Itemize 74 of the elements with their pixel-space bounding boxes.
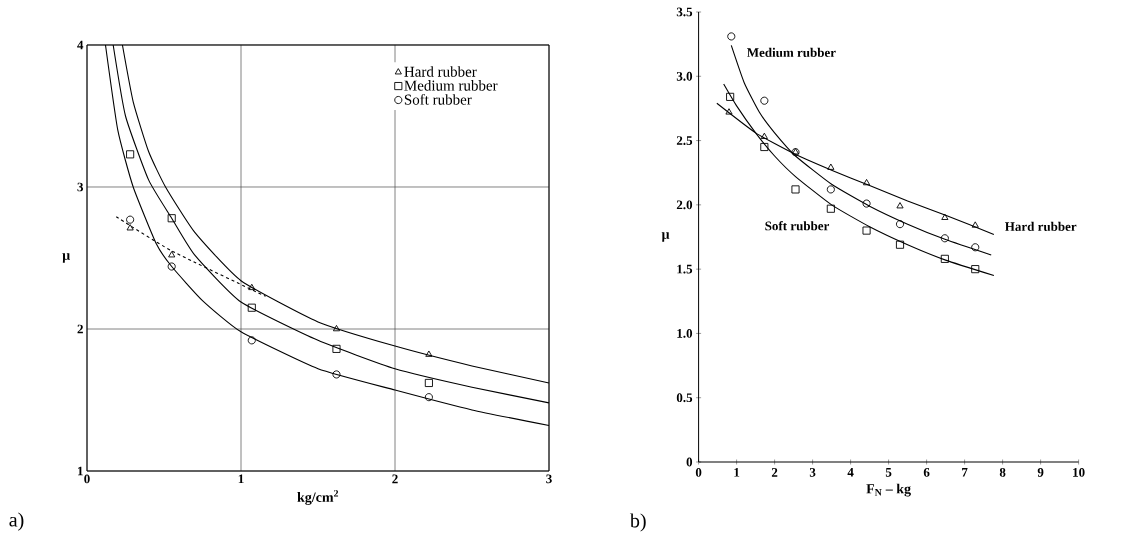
point [126,150,135,159]
point [971,265,980,274]
point [971,243,980,252]
x-tick-label: 10 [1073,468,1085,477]
point [760,96,769,105]
point [862,199,871,208]
point [424,393,433,402]
x-tick-label: 1 [734,468,740,477]
x-tick-label: 1 [238,474,244,484]
x-tick-label: 9 [1037,468,1044,477]
point [167,214,176,223]
y-tick-label: 2.0 [676,200,693,210]
text: a) [9,512,24,531]
y-tick-label: 3.5 [676,7,693,17]
y-tick-label: 0.5 [676,393,693,403]
x-tick-label: 3 [809,468,816,477]
y-axis-title: μ [62,253,70,263]
point [941,213,949,220]
point [791,185,800,194]
series-label: Soft rubber [765,221,830,231]
y-tick-label: 2.5 [676,136,693,145]
text: b) [629,513,646,532]
point [332,344,341,353]
point [168,251,176,258]
x-tick-label: 2 [771,468,778,477]
x-tick-label: 2 [392,474,398,484]
x-tick-label: 6 [923,468,930,477]
point [126,224,134,231]
point [167,262,176,271]
point [332,324,341,332]
y-tick-label: 3 [77,182,84,192]
point [826,204,835,213]
x-tick-label: 0 [695,468,702,477]
x-axis-title: kg/cm$^{2}$ [297,490,339,505]
y-tick-label: 2 [77,324,83,334]
y-tick-label: 1.5 [677,264,693,274]
point [862,226,871,235]
x-tick-label: 5 [885,468,892,477]
point [827,163,835,170]
point [247,303,256,312]
point [126,215,135,224]
point [826,185,835,194]
y-tick-label: 1.0 [677,329,693,338]
point [332,370,341,379]
y-axis-title: μ [661,232,670,242]
x-tick-label: 3 [546,474,552,484]
point [940,254,949,263]
legend-label: Soft rubber [404,93,472,105]
x-axis-title: F$_{N}$ – kg [866,483,911,497]
point [760,142,769,152]
point [971,221,979,228]
text: Hard rubber [1004,221,1077,232]
legend-label: Hard rubber [404,66,477,77]
point [863,178,871,186]
y-tick-label: 4 [77,40,84,50]
point [247,336,256,345]
point [896,202,904,209]
point [248,283,256,291]
point [760,132,768,139]
x-tick-label: 7 [962,468,968,477]
y-tick-label: 0 [686,457,693,467]
legend-label: Medium rubber [404,80,498,91]
point [725,108,733,115]
point [895,240,905,249]
point [895,220,905,229]
x-tick-label: 8 [999,468,1006,477]
point [726,92,735,101]
x-tick-label: 4 [847,468,854,477]
point [727,32,736,41]
y-tick-label: 3.0 [676,71,693,81]
point [425,350,433,357]
point [940,234,949,243]
point [424,378,433,387]
series-label: Medium rubber [747,47,836,58]
